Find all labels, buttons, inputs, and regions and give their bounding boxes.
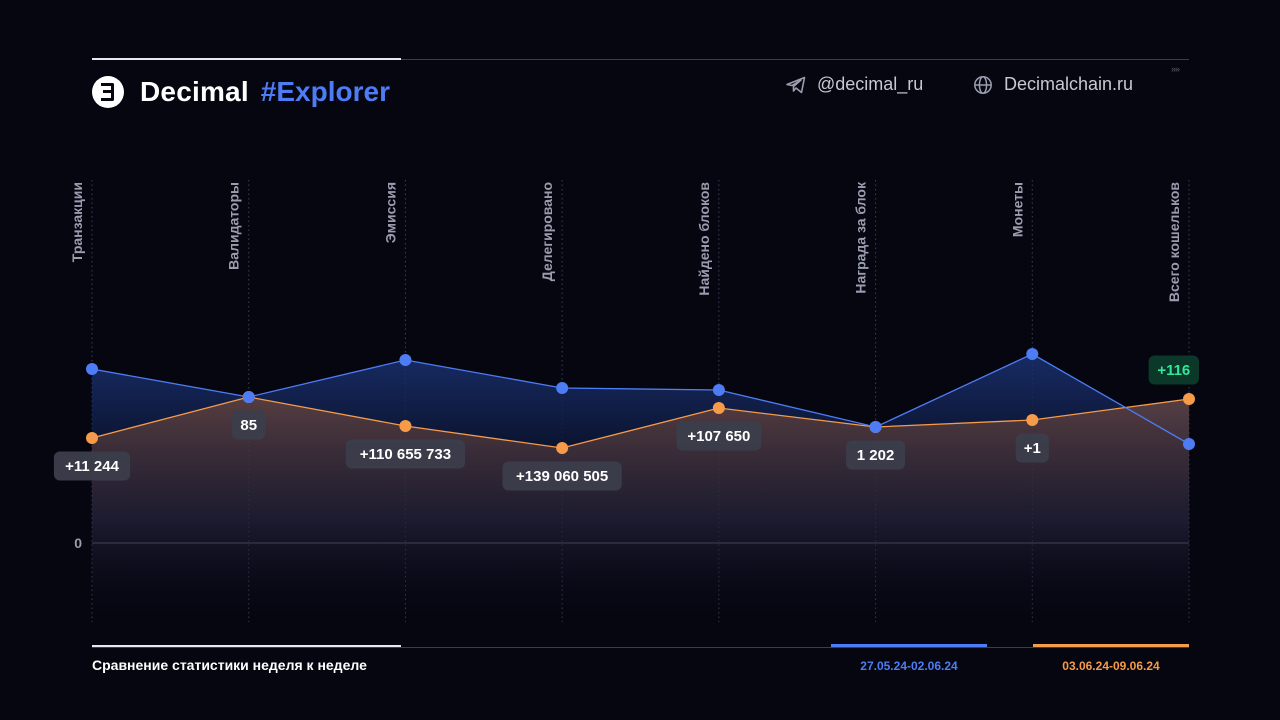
chart-caption: Сравнение статистики неделя к неделе: [92, 657, 367, 673]
annotation-badge-1: 85: [232, 410, 266, 440]
category-label-2: Эмиссия: [382, 182, 398, 243]
point-series-2-6: [1026, 414, 1039, 426]
annotation-badge-bg-7: [1148, 355, 1199, 385]
point-series-1-3: [556, 382, 569, 394]
annotation-label-4: +107 650: [687, 428, 750, 445]
annotation-label-1: 85: [240, 417, 257, 434]
annotation-label-5: 1 202: [857, 447, 895, 464]
annotation-badge-bg-6: [1015, 433, 1049, 463]
annotation-label-3: +139 060 505: [516, 468, 608, 485]
telegram-link[interactable]: @decimal_ru: [786, 74, 923, 95]
annotation-badge-3: +139 060 505: [502, 461, 622, 491]
point-series-1-4: [712, 384, 725, 396]
point-series-1-1: [242, 391, 255, 403]
brand-name: Decimal: [140, 76, 249, 107]
annotation-badge-7: +116: [1148, 355, 1199, 385]
globe-icon: [974, 75, 992, 94]
category-label-3: Делегировано: [539, 182, 555, 281]
legend-label-series-2: 03.06.24-09.06.24: [1062, 659, 1160, 673]
website-url: Decimalchain.ru: [1004, 74, 1134, 94]
annotation-badge-6: +1: [1015, 433, 1049, 463]
category-label-0: Транзакции: [69, 182, 85, 262]
annotation-badge-bg-4: [676, 421, 762, 451]
website-link[interactable]: Decimalchain.ru: [973, 74, 1133, 95]
annotation-badge-bg-5: [846, 440, 906, 470]
legend-series-1: 27.05.24-02.06.24: [831, 644, 987, 673]
point-series-2-0: [86, 432, 98, 444]
category-label-4: Найдено блоков: [696, 182, 712, 296]
decimal-logo-icon: [92, 76, 124, 108]
point-series-2-7: [1183, 393, 1195, 405]
line-series-1: [91, 353, 1190, 445]
zero-tick-label: 0: [74, 535, 82, 551]
annotation-badge-bg-2: [345, 439, 466, 469]
annotation-badge-4: +107 650: [676, 421, 762, 451]
annotation-label-0: +11 244: [65, 458, 119, 475]
category-label-5: Награда за блок: [853, 181, 869, 294]
annotation-badge-bg-1: [232, 410, 266, 440]
annotation-label-2: +110 655 733: [360, 446, 451, 463]
annotation-badge-bg-3: [502, 461, 622, 491]
legend-swatch-series-2: [1033, 644, 1189, 647]
footer-divider-accent: [92, 645, 401, 647]
footer-divider: [92, 647, 1189, 648]
point-series-1-0: [86, 363, 98, 375]
annotation-label-6: +1: [1024, 440, 1041, 457]
chevrons-icon: ››››: [1171, 64, 1180, 74]
point-series-1-2: [399, 354, 412, 366]
header-divider: [92, 59, 1189, 60]
category-label-6: Монеты: [1009, 182, 1025, 237]
telegram-icon: [786, 76, 806, 93]
point-series-1-5: [869, 421, 882, 433]
telegram-handle: @decimal_ru: [817, 74, 924, 94]
category-label-1: Валидаторы: [226, 182, 242, 270]
header-divider-accent: [92, 58, 401, 60]
point-series-2-3: [556, 442, 569, 454]
annotation-badge-2: +110 655 733: [345, 439, 466, 469]
category-label-7: Всего кошельков: [1166, 182, 1182, 302]
annotation-label-7: +116: [1157, 362, 1190, 379]
annotation-badge-0: +11 244: [53, 451, 131, 481]
brand-hashtag: #Explorer: [260, 76, 390, 107]
point-series-1-6: [1026, 348, 1039, 360]
annotation-badge-5: 1 202: [846, 440, 906, 470]
point-series-2-4: [712, 402, 725, 414]
legend-swatch-series-1: [831, 644, 987, 647]
legend-label-series-1: 27.05.24-02.06.24: [860, 659, 958, 673]
logo: Decimal #Explorer: [92, 76, 390, 108]
point-series-2-2: [399, 420, 412, 432]
legend-series-2: 03.06.24-09.06.24: [1033, 644, 1189, 673]
point-series-1-7: [1183, 438, 1195, 450]
area-series-1: [92, 354, 1189, 448]
annotation-badge-bg-0: [53, 451, 131, 481]
line-series-2: [91, 396, 1190, 449]
